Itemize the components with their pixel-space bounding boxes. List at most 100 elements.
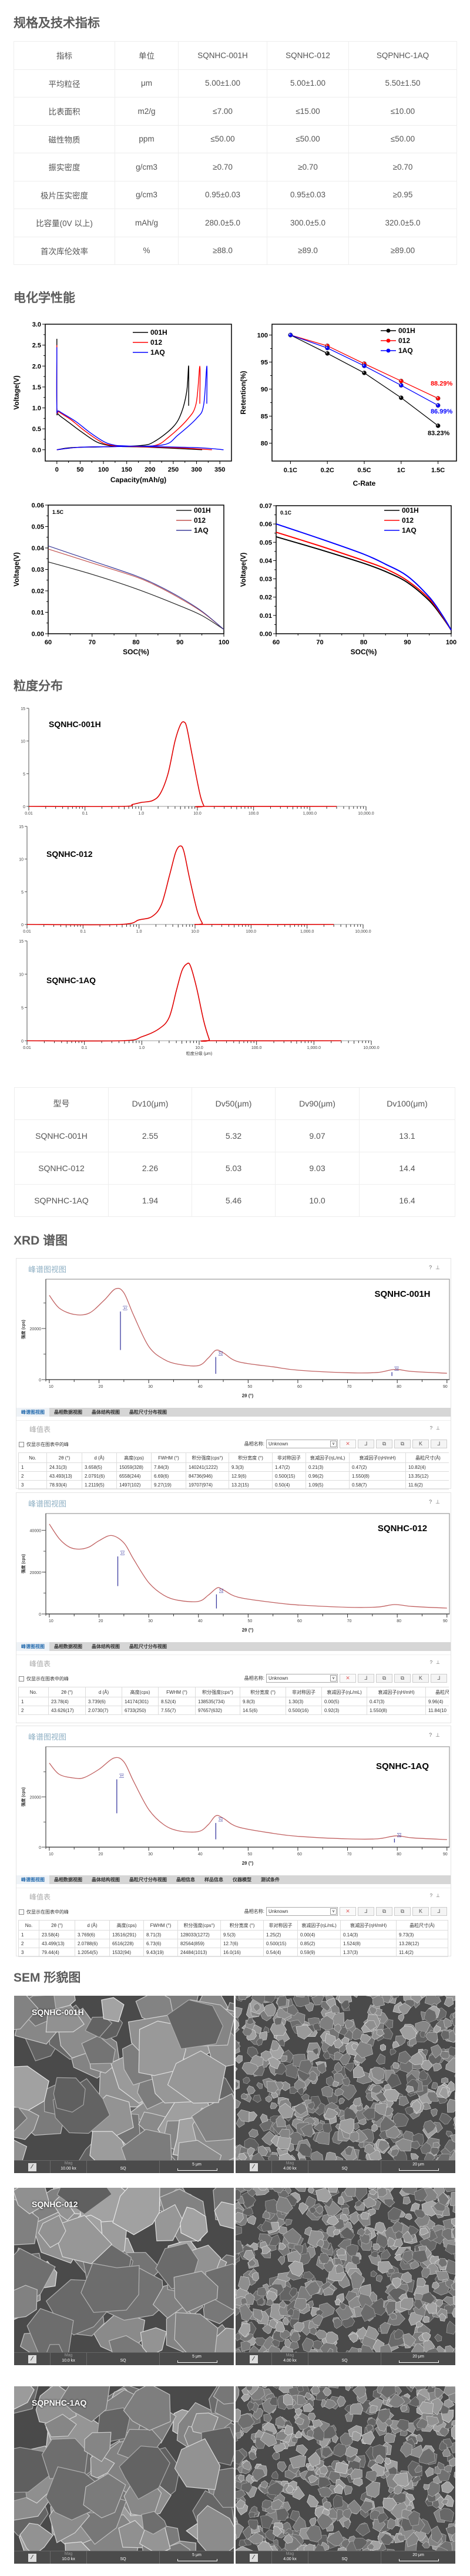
checkbox[interactable] [19, 1442, 24, 1447]
pin-icon[interactable]: ⊥ [435, 1499, 444, 1505]
pin-icon[interactable]: ⊥ [435, 1265, 444, 1270]
particle [236, 2226, 242, 2235]
tab-1[interactable]: 晶相数据视图 [54, 1644, 82, 1649]
checkbox[interactable] [19, 1909, 24, 1915]
particle [180, 2207, 208, 2242]
tab-0[interactable]: 峰谱图视图 [16, 1875, 49, 1884]
particle [398, 2003, 412, 2015]
delete-peak-icon[interactable]: ✕ [340, 1674, 356, 1683]
phase-dropdown[interactable]: Unknown ∨ [266, 1674, 338, 1683]
delete-peak-icon[interactable]: ✕ [340, 1440, 356, 1448]
chevron-down-icon[interactable]: ∨ [330, 1675, 337, 1682]
sem-sample-label: SQNHC-012 [32, 2200, 78, 2209]
phase-dropdown[interactable]: Unknown ∨ [266, 1907, 338, 1916]
chevron-down-icon[interactable]: ∨ [330, 1908, 337, 1915]
tab-0[interactable]: 峰谱图视图 [16, 1408, 49, 1417]
particle [380, 2343, 392, 2352]
particle [323, 2501, 332, 2510]
tab-2[interactable]: 晶体结构视图 [92, 1877, 120, 1882]
table-cell: 16.0(16) [220, 1948, 264, 1957]
table-row[interactable]: 3 78.93(4) 1.2119(5) 1497(102) 9.27(19) 19707… [18, 1480, 449, 1489]
k-icon[interactable]: K [412, 1907, 429, 1916]
particle [432, 2063, 442, 2071]
particle [353, 1996, 358, 1998]
tick-label: 0.06 [32, 502, 44, 509]
paste-icon[interactable]: ⧉ [394, 1907, 411, 1916]
table-row[interactable]: 2 43.626(17) 2.0730(7) 6733(250) 7.55(7) 9765… [18, 1706, 449, 1715]
table-cell: 9.73(3) [396, 1930, 448, 1939]
peak-search-icon[interactable]: ⅃ [431, 1674, 447, 1683]
delete-peak-icon[interactable]: ✕ [340, 1907, 356, 1916]
scale-value: 20 μm [412, 2355, 424, 2359]
table-row[interactable]: 1 24.31(3) 3.658(5) 15059(328) 7.84(3) 140241… [18, 1462, 449, 1472]
add-peak-icon[interactable]: ⅃ [358, 1440, 374, 1448]
pin-icon[interactable]: ⊥ [436, 1425, 444, 1431]
electro-title: 电化学性能 [14, 291, 75, 305]
tab-2[interactable]: 晶体结构视图 [92, 1410, 120, 1415]
table-row[interactable]: 2 43.493(13) 2.0791(6) 6558(244) 6.69(6) 8473… [18, 1471, 449, 1481]
tab-2[interactable]: 晶体结构视图 [92, 1644, 120, 1649]
peak-search-icon[interactable]: ⅃ [431, 1907, 447, 1916]
help-icon[interactable]: ? [429, 1425, 437, 1431]
particle [425, 2032, 438, 2044]
data-point-highlight [289, 334, 291, 335]
chart-4: 60 70 80 90 100 0.00 0.01 0.02 0.03 0.04 0.05 0.06 0… [239, 503, 456, 656]
particle [101, 1997, 125, 2022]
panel-title: 峰谱图视图 [28, 1265, 67, 1274]
paste-icon[interactable]: ⧉ [394, 1440, 411, 1448]
table-cell: 5.03 [192, 1152, 276, 1185]
tab-6[interactable]: 仪器模型 [233, 1877, 251, 1882]
add-peak-icon[interactable]: ⅃ [358, 1674, 374, 1683]
copy-icon[interactable]: ⧉ [376, 1907, 392, 1916]
show-peaks-checkbox[interactable]: 仅显示在图表中的峰 [19, 1909, 69, 1915]
paste-icon[interactable]: ⧉ [394, 1674, 411, 1683]
help-icon[interactable]: ? [429, 1660, 437, 1665]
pin-icon[interactable]: ⊥ [436, 1660, 444, 1665]
tab-0[interactable]: 峰谱图视图 [16, 1642, 49, 1651]
show-peaks-checkbox[interactable]: 仅显示在图表中的峰 [19, 1676, 69, 1682]
help-icon[interactable]: ? [429, 1265, 436, 1270]
pin-icon[interactable]: ⊥ [436, 1893, 444, 1898]
copy-icon[interactable]: ⧉ [376, 1674, 392, 1683]
k-icon[interactable]: K [412, 1440, 429, 1448]
peak-search-icon[interactable]: ⅃ [431, 1440, 447, 1448]
tab-1[interactable]: 晶相数据视图 [54, 1410, 82, 1415]
checkbox[interactable] [19, 1676, 24, 1682]
add-peak-icon[interactable]: ⅃ [358, 1907, 374, 1916]
tab-1[interactable]: 晶相数据视图 [54, 1877, 82, 1882]
copy-icon[interactable]: ⧉ [376, 1440, 392, 1448]
table-cell: 2 [18, 1939, 39, 1948]
tab-3[interactable]: 晶粒尺寸分布视图 [129, 1877, 167, 1882]
data-point-highlight [437, 403, 438, 406]
tick-label: 3.0 [32, 321, 41, 328]
help-icon[interactable]: ? [429, 1893, 437, 1898]
tab-5[interactable]: 样品信息 [204, 1877, 223, 1882]
table-row[interactable]: 3 79.44(4) 1.2054(5) 1532(94) 9.43(19) 24484(… [18, 1948, 448, 1957]
show-peaks-checkbox[interactable]: 仅显示在图表中的峰 [19, 1441, 69, 1448]
table-row[interactable]: 2 43.499(13) 2.0788(6) 6516(228) 6.73(6) 8256… [18, 1939, 448, 1948]
pin-icon[interactable]: ⊥ [435, 1732, 444, 1738]
tick-label: 70 [316, 639, 323, 646]
table-header-row: 型号 Dv10(μm) Dv50(μm) Dv90(μm) Dv100(μm) [14, 1087, 455, 1120]
particle [52, 2215, 113, 2264]
table-row[interactable]: 1 23.78(4) 3.739(6) 14174(301) 8.52(4) 138535… [18, 1697, 449, 1706]
tab-4[interactable]: 晶相信息 [176, 1877, 195, 1882]
tick-label: 250 [168, 466, 179, 473]
tab-3[interactable]: 晶粒尺寸分布视图 [129, 1410, 167, 1415]
particle [380, 2533, 394, 2545]
help-icon[interactable]: ? [429, 1732, 436, 1738]
tick-label: 10.0 [191, 930, 199, 934]
phase-dropdown[interactable]: Unknown ∨ [266, 1440, 338, 1448]
tick-label: 1.0 [32, 405, 41, 412]
table-cell: 13.1 [359, 1119, 455, 1152]
chevron-down-icon[interactable]: ∨ [330, 1441, 337, 1447]
legend-marker [386, 348, 391, 353]
particle [453, 2275, 455, 2284]
table-row[interactable]: 1 23.58(4) 3.769(6) 13516(291) 8.71(3) 128033… [18, 1930, 448, 1939]
help-icon[interactable]: ? [429, 1499, 436, 1505]
k-icon[interactable]: K [412, 1674, 429, 1683]
particle [271, 2091, 278, 2099]
phase-value: Unknown [268, 1441, 288, 1447]
tab-7[interactable]: 测试条件 [261, 1877, 280, 1882]
tab-3[interactable]: 晶粒尺寸分布视图 [129, 1644, 167, 1649]
